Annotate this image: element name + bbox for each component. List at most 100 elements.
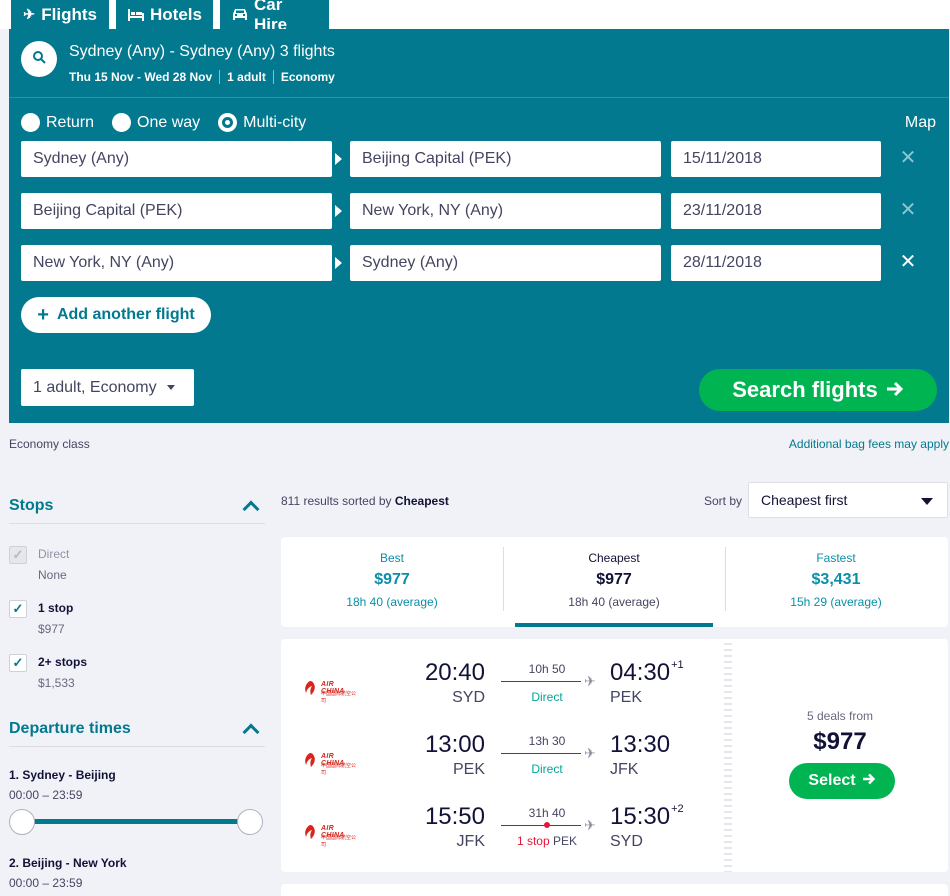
sort-summary-tabs: Best $977 18h 40 (average) Cheapest $977… <box>281 537 948 627</box>
stop-option-2-plus-stops[interactable]: ✓ 2+ stops $1,533 <box>9 654 259 690</box>
departure-leg-title: 2. Beijing - New York <box>9 856 127 870</box>
product-tabs: ✈ Flights Hotels Car Hire <box>0 0 950 34</box>
plus-icon: + <box>37 303 49 326</box>
destination-input[interactable]: Beijing Capital (PEK) <box>350 141 661 177</box>
stop-option-1-stop[interactable]: ✓ 1 stop $977 <box>9 600 259 636</box>
remove-leg-icon[interactable]: ✕ <box>899 147 917 169</box>
trip-type-return-label: Return <box>46 113 95 131</box>
summary-dates: Thu 15 Nov - Wed 28 Nov <box>69 70 213 84</box>
deal-price: $977 <box>813 728 867 755</box>
itinerary-details[interactable]: AIR CHINA 中国国际航空公司 20:40 SYD 10h 50 ✈ Di… <box>281 639 724 872</box>
departure-leg-1: 1. Sydney - Beijing 00:00 – 23:59 <box>9 768 116 802</box>
checkbox-2-plus-stops[interactable]: ✓ <box>9 654 27 672</box>
summary-cabin: Economy <box>272 70 342 84</box>
add-flight-label: Add another flight <box>56 306 195 323</box>
departure-time: 15:50 <box>424 803 485 830</box>
selected-tab-indicator <box>515 623 713 627</box>
tab-car-hire[interactable]: Car Hire <box>220 0 329 34</box>
destination-input[interactable]: New York, NY (Any) <box>350 193 661 229</box>
departure-time-slider[interactable] <box>9 808 265 836</box>
arrow-right-icon <box>886 377 904 403</box>
stop-option-label: 1 stop <box>38 601 74 615</box>
remove-leg-icon[interactable]: ✕ <box>899 199 917 221</box>
map-link[interactable]: Map <box>904 114 936 131</box>
flight-segment: AIR CHINA 中国国际航空公司 13:00 PEK 13h 30 ✈ Di… <box>281 731 724 791</box>
select-button[interactable]: Select <box>789 763 895 799</box>
date-input[interactable]: 15/11/2018 <box>671 141 881 177</box>
passengers-value: 1 adult, Economy <box>33 378 157 396</box>
departure-leg-title: 1. Sydney - Beijing <box>9 768 116 782</box>
arrow-right-icon <box>862 772 876 790</box>
tab-hotels[interactable]: Hotels <box>116 0 213 29</box>
stop-airport: PEK <box>553 834 578 848</box>
arrival-time: 04:30+1 <box>610 659 684 687</box>
airline-logo: AIR CHINA 中国国际航空公司 <box>301 751 359 776</box>
search-icon <box>32 50 46 69</box>
slider-handle-max[interactable] <box>237 809 263 835</box>
summary-tab-best[interactable]: Best $977 18h 40 (average) <box>281 537 503 627</box>
summary-tab-duration: 18h 40 (average) <box>568 595 660 609</box>
departure-airport: PEK <box>452 761 485 778</box>
sort-select[interactable]: Cheapest first <box>748 482 948 518</box>
search-summary: Sydney (Any) - Sydney (Any) 3 flights Th… <box>9 29 949 98</box>
destination-input[interactable]: Sydney (Any) <box>350 245 661 281</box>
date-input[interactable]: 23/11/2018 <box>671 193 881 229</box>
stops-info: Direct <box>531 762 563 776</box>
add-another-flight-button[interactable]: + Add another flight <box>21 297 211 333</box>
trip-type-return[interactable]: Return <box>21 113 94 132</box>
stops-filter-header[interactable]: Stops <box>9 488 265 524</box>
origin-input[interactable]: Beijing Capital (PEK) <box>21 193 332 229</box>
trip-type-one-way[interactable]: One way <box>112 113 200 132</box>
search-summary-details: Thu 15 Nov - Wed 28 Nov 1 adult Economy <box>69 70 342 84</box>
trip-type-multi-city[interactable]: Multi-city <box>218 113 306 132</box>
day-offset: +2 <box>671 803 684 815</box>
arrow-right-icon <box>335 153 342 165</box>
summary-tab-fastest[interactable]: Fastest $3,431 15h 29 (average) <box>725 537 947 627</box>
radio-one-way[interactable] <box>112 113 132 132</box>
slider-track <box>21 819 253 824</box>
bag-fees-link[interactable]: Additional bag fees may apply <box>788 437 949 451</box>
search-flights-button[interactable]: Search flights <box>699 369 937 411</box>
bed-icon <box>128 7 144 23</box>
stops-info: 1 stop PEK <box>501 834 593 848</box>
plane-icon: ✈ <box>584 745 596 761</box>
stops-filter-title: Stops <box>9 496 54 514</box>
departure-time: 20:40 <box>424 659 485 686</box>
airline-logo: AIR CHINA 中国国际航空公司 <box>301 679 359 704</box>
checkbox-direct: ✓ <box>9 546 27 564</box>
origin-input[interactable]: New York, NY (Any) <box>21 245 332 281</box>
date-input[interactable]: 28/11/2018 <box>671 245 881 281</box>
summary-tab-label: Cheapest <box>588 551 640 565</box>
arrival-time: 15:30+2 <box>610 803 684 831</box>
origin-input[interactable]: Sydney (Any) <box>21 141 332 177</box>
flight-duration: 10h 50 <box>528 662 566 676</box>
tab-flights-label: Flights <box>41 4 97 24</box>
stops-count: 1 stop <box>516 834 550 848</box>
tab-flights[interactable]: ✈ Flights <box>11 0 109 29</box>
remove-leg-icon[interactable]: ✕ <box>899 251 917 273</box>
route-line <box>501 681 581 682</box>
deals-count: 5 deals from <box>806 709 874 723</box>
radio-multi-city[interactable] <box>218 113 238 132</box>
airline-name-chinese: 中国国际航空公司 <box>321 835 357 848</box>
slider-handle-min[interactable] <box>9 809 35 835</box>
flight-duration: 13h 30 <box>528 734 566 748</box>
passengers-select[interactable]: 1 adult, Economy <box>21 369 194 406</box>
stop-option-price: $1,533 <box>38 676 75 690</box>
summary-tab-cheapest[interactable]: Cheapest $977 18h 40 (average) <box>503 537 725 627</box>
day-offset: +1 <box>671 659 684 671</box>
departure-airport: SYD <box>452 689 485 706</box>
checkbox-1-stop[interactable]: ✓ <box>9 600 27 618</box>
stop-option-price: None <box>38 568 67 582</box>
airline-name-chinese: 中国国际航空公司 <box>321 763 357 776</box>
search-summary-button[interactable] <box>21 41 57 77</box>
chevron-down-icon <box>921 498 933 505</box>
tab-hotels-label: Hotels <box>150 4 202 24</box>
arrow-right-icon <box>335 257 342 269</box>
radio-return[interactable] <box>21 113 40 132</box>
plane-icon: ✈ <box>584 673 596 689</box>
summary-travellers: 1 adult <box>219 70 273 84</box>
departure-times-header[interactable]: Departure times <box>9 711 265 747</box>
flight-segment: AIR CHINA 中国国际航空公司 15:50 JFK 31h 40 ✈ 1 … <box>281 803 724 863</box>
summary-tab-price: $977 <box>374 571 410 588</box>
